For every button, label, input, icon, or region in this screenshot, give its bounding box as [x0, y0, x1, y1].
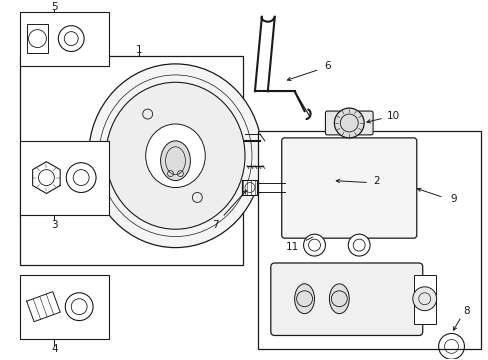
- Bar: [20, 141, 109, 215]
- Text: 8: 8: [462, 306, 469, 316]
- Ellipse shape: [329, 284, 348, 314]
- Text: 5: 5: [51, 2, 58, 12]
- Text: 2: 2: [372, 176, 379, 185]
- Bar: [306, 156, 357, 206]
- FancyBboxPatch shape: [281, 138, 416, 238]
- Bar: [242, 180, 256, 195]
- Text: 3: 3: [51, 220, 58, 230]
- Text: 9: 9: [449, 194, 456, 204]
- Text: 10: 10: [386, 111, 399, 121]
- Ellipse shape: [106, 82, 244, 229]
- Bar: [20, 275, 109, 339]
- Ellipse shape: [294, 284, 314, 314]
- Ellipse shape: [88, 64, 262, 248]
- Circle shape: [347, 234, 369, 256]
- FancyBboxPatch shape: [270, 263, 422, 336]
- Ellipse shape: [145, 124, 205, 188]
- Bar: [20, 57, 243, 265]
- Circle shape: [412, 287, 436, 311]
- Text: 7: 7: [211, 220, 218, 230]
- Text: 4: 4: [51, 345, 58, 354]
- Bar: [20, 12, 109, 66]
- Bar: [26, 24, 48, 54]
- Text: 1: 1: [135, 45, 142, 54]
- Text: 6: 6: [324, 62, 330, 71]
- Bar: [257, 131, 480, 349]
- Circle shape: [303, 234, 325, 256]
- Text: 11: 11: [285, 242, 299, 252]
- Circle shape: [334, 108, 364, 138]
- Bar: [413, 275, 435, 324]
- FancyBboxPatch shape: [325, 111, 372, 135]
- Ellipse shape: [160, 141, 190, 181]
